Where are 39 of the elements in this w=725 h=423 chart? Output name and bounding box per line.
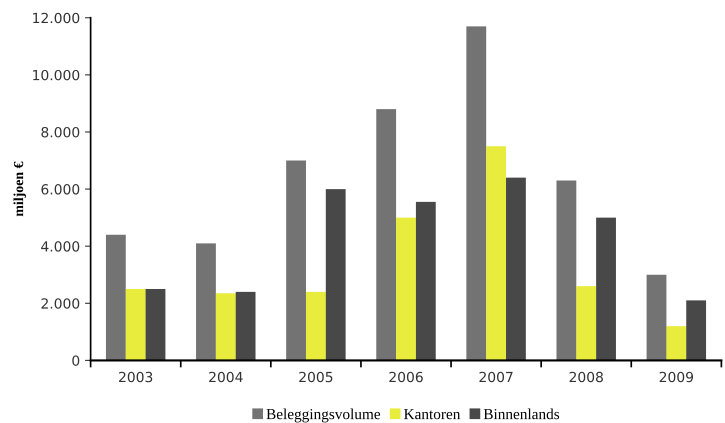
y-tick-label: 4.000 [41,241,80,252]
y-axis-title: miljoen € [13,162,26,216]
x-tick-label: 2008 [570,372,603,382]
bar [646,274,666,360]
x-tick-label: 2006 [389,372,423,382]
bar [106,234,126,360]
x-tick-label: 2003 [119,372,152,382]
bar [396,218,416,360]
bar [506,178,526,360]
bar [286,160,306,360]
bar [146,289,166,360]
bar [576,286,596,360]
bar [196,243,216,360]
y-tick-label: 10.000 [33,70,80,80]
y-tick-label: 0 [72,355,80,366]
bar [216,293,236,360]
bar [236,292,256,360]
legend-label: Beleggingsvolume [266,408,380,422]
bar [556,180,576,360]
y-tick-label: 8.000 [41,126,80,138]
x-tick-label: 2004 [209,372,243,382]
bar [326,189,346,360]
y-tick-label: 2.000 [41,298,80,309]
x-tick-label: 2005 [299,372,332,382]
legend-label: Kantoren [404,409,460,420]
bar [596,218,616,360]
x-tick-label: 2009 [660,372,694,382]
x-tick-label: 2007 [479,372,513,382]
legend-label: Binnenlands [484,408,560,420]
bar [486,146,506,360]
bar [686,300,706,360]
bar [126,289,146,360]
bar [466,26,486,360]
bar [416,202,436,360]
bar [666,326,686,360]
y-tick-label: 6.000 [41,184,80,195]
y-tick-label: 12.000 [33,12,80,24]
bar [306,292,326,360]
bar [376,109,396,360]
